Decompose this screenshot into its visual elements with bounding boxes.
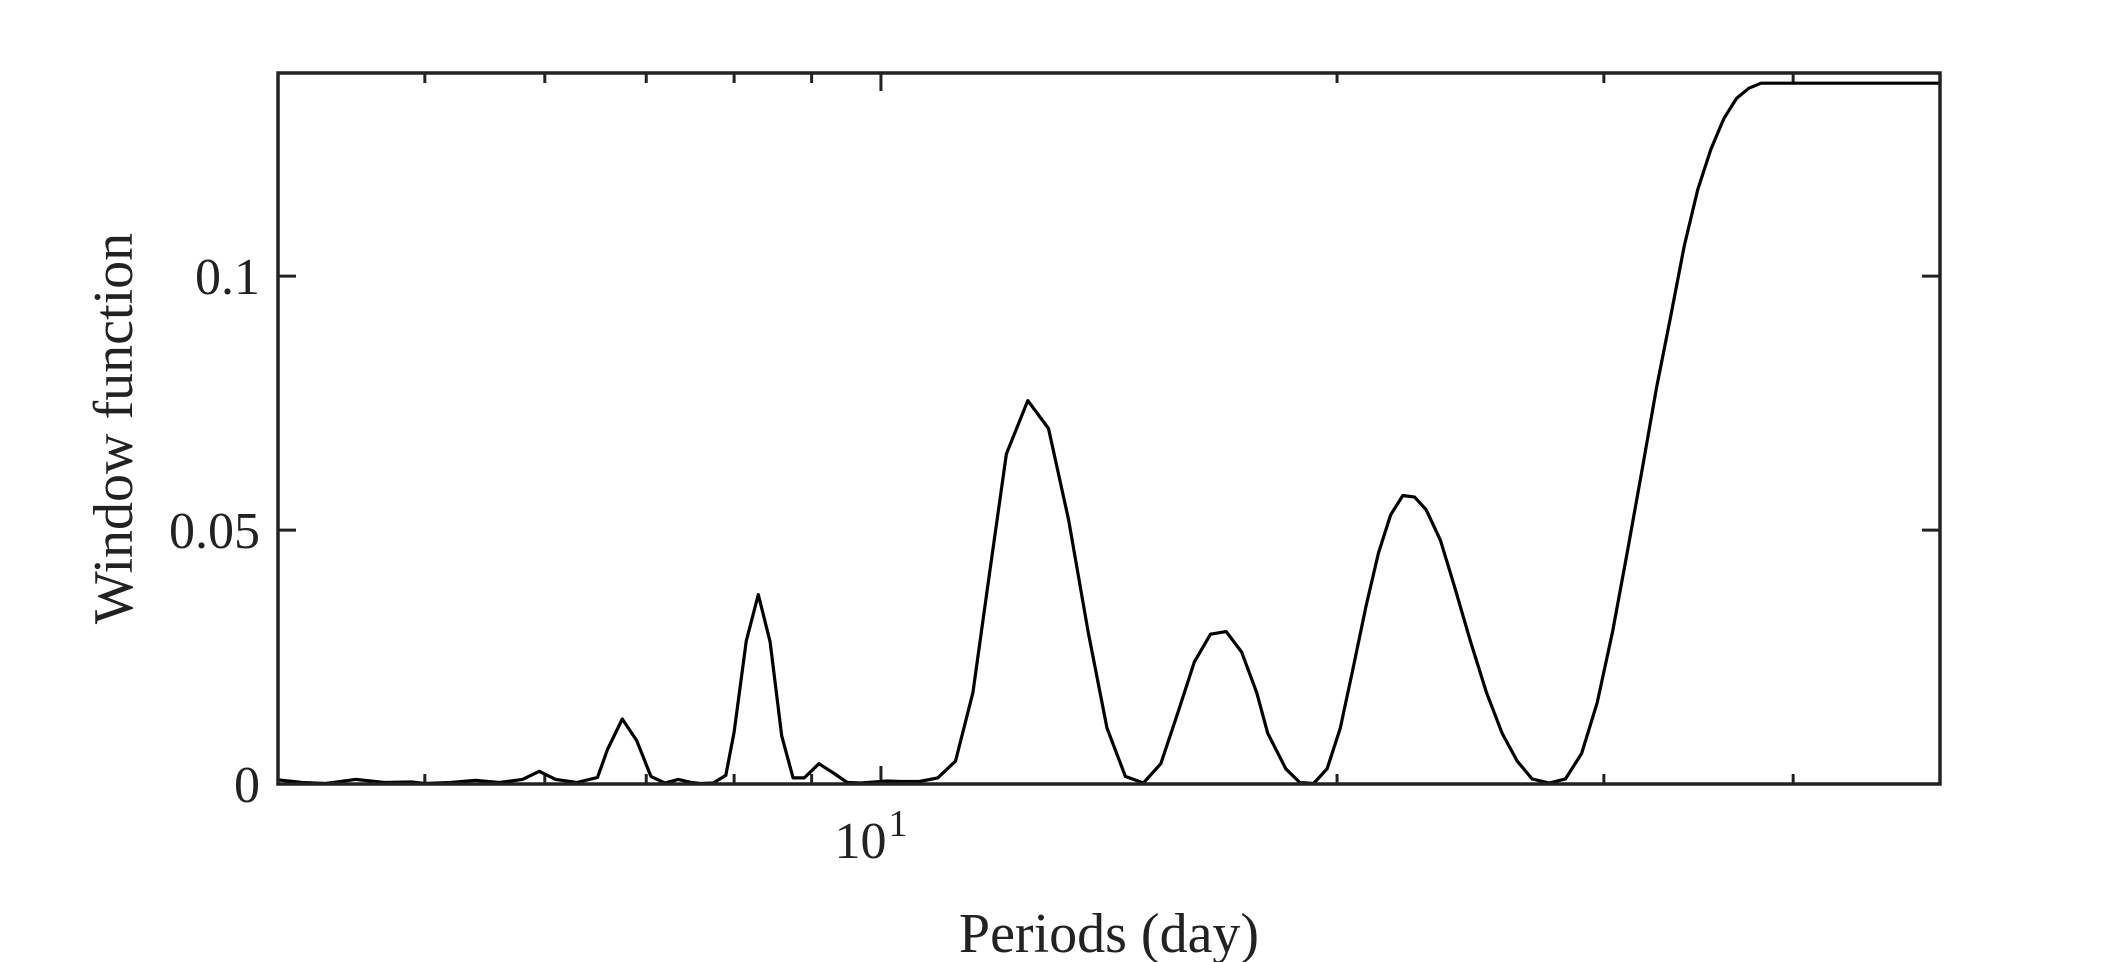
x-tick-label: 101 — [834, 803, 907, 870]
y-tick-label: 0.05 — [169, 503, 260, 560]
x-axis-label: Periods (day) — [959, 903, 1259, 962]
series-line — [276, 81, 1942, 786]
y-axis-label: Window function — [83, 233, 145, 624]
y-tick-label: 0.1 — [195, 249, 260, 306]
y-tick-label: 0 — [234, 757, 260, 814]
plot-frame — [276, 71, 1942, 786]
labels-layer: 101 0 0.05 0.1 — [169, 249, 907, 870]
